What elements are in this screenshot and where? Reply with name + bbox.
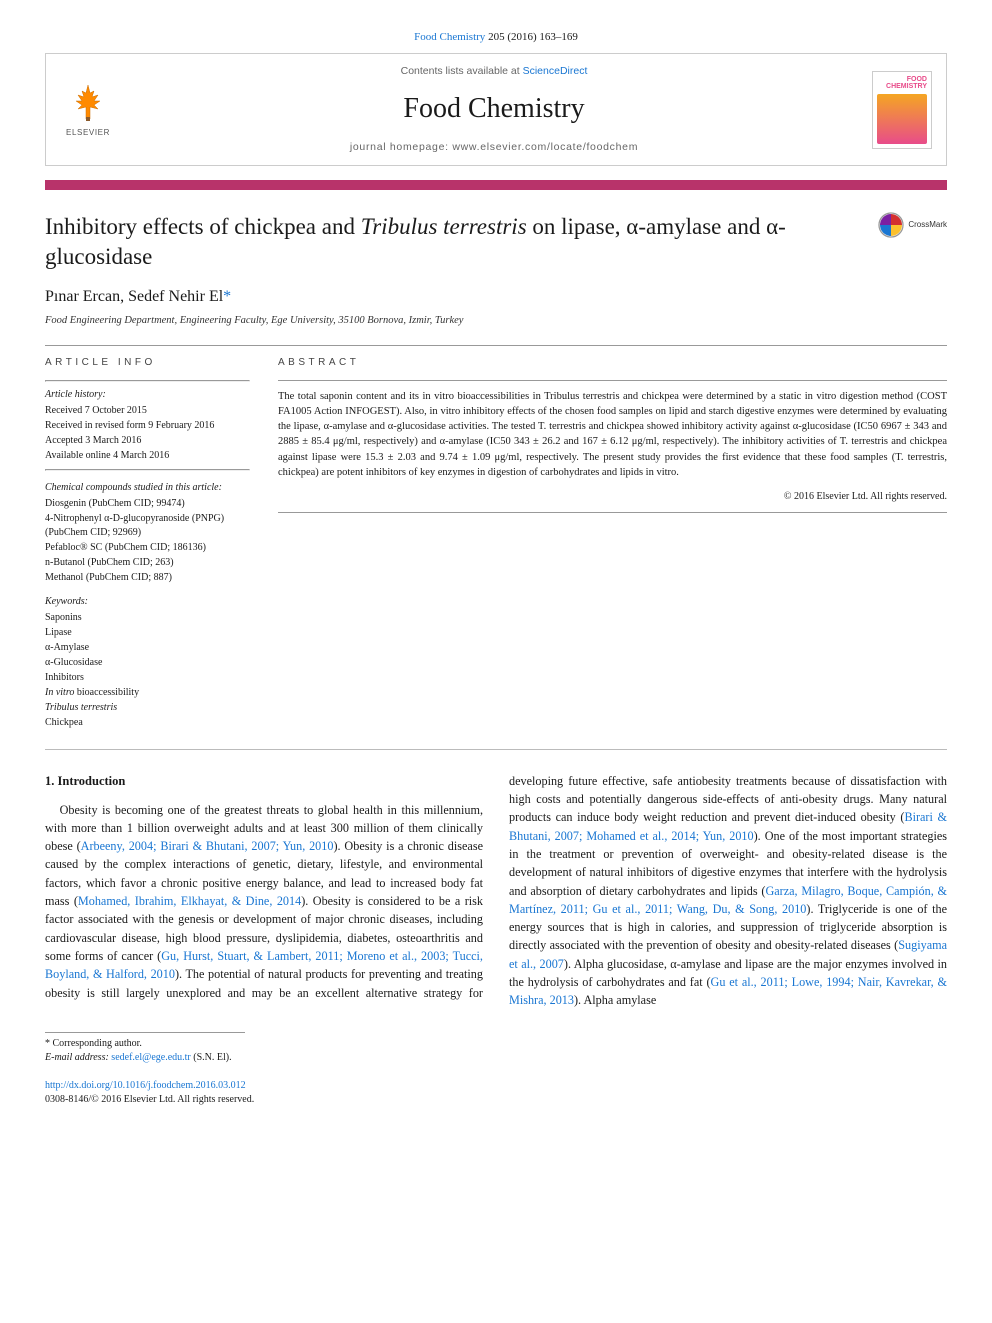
compound-list: Diosgenin (PubChem CID; 99474) 4-Nitroph… [45,497,250,585]
sciencedirect-link[interactable]: ScienceDirect [523,65,588,77]
citation-journal-link[interactable]: Food Chemistry [414,31,485,43]
body-two-column: 1. Introduction Obesity is becoming one … [45,772,947,1010]
crossmark-icon [878,212,904,238]
keyword-item: Inhibitors [45,671,250,685]
contents-line: Contents lists available at ScienceDirec… [130,64,858,79]
citation-link[interactable]: Mohamed, Ibrahim, Elkhayat, & Dine, 2014 [78,894,301,908]
keyword-item: Saponins [45,611,250,625]
intro-heading: 1. Introduction [45,772,483,791]
elsevier-tree-icon [66,81,110,125]
keyword-item: α-Glucosidase [45,656,250,670]
rule-top [45,345,947,346]
history-lines: Received 7 October 2015 Received in revi… [45,404,250,463]
keyword-list: Saponins Lipase α-Amylase α-Glucosidase … [45,611,250,730]
corresponding-author-label: * Corresponding author. [45,1037,947,1051]
rule-body-top [45,749,947,750]
journal-name: Food Chemistry [130,89,858,128]
intro-paragraph: Obesity is becoming one of the greatest … [45,772,947,1010]
rule-abstract-top [278,380,947,381]
doi-link[interactable]: http://dx.doi.org/10.1016/j.foodchem.201… [45,1080,246,1091]
journal-header: ELSEVIER Contents lists available at Sci… [45,53,947,166]
homepage-url[interactable]: www.elsevier.com/locate/foodchem [452,141,638,153]
history-line: Received in revised form 9 February 2016 [45,419,250,433]
article-info-label: ARTICLE INFO [45,356,250,370]
keyword-item: Chickpea [45,716,250,730]
footer-rule [45,1032,245,1033]
compound-item: 4-Nitrophenyl α-D-glucopyranoside (PNPG)… [45,512,250,540]
author-names: Pınar Ercan, Sedef Nehir El [45,288,223,305]
compound-item: n-Butanol (PubChem CID; 263) [45,556,250,570]
article-title: Inhibitory effects of chickpea and Tribu… [45,212,862,272]
abstract-label: ABSTRACT [278,356,947,370]
compound-item: Diosgenin (PubChem CID; 99474) [45,497,250,511]
keywords-head: Keywords: [45,595,250,609]
affiliation: Food Engineering Department, Engineering… [45,314,947,329]
citation-link[interactable]: Arbeeny, 2004; Birari & Bhutani, 2007; Y… [81,839,334,853]
citation-line: Food Chemistry 205 (2016) 163–169 [45,30,947,45]
corresponding-marker[interactable]: * [223,288,231,305]
article-info-column: ARTICLE INFO Article history: Received 7… [45,356,250,731]
history-line: Available online 4 March 2016 [45,449,250,463]
cover-title: FOOD CHEMISTRY [877,76,927,91]
compound-item: Methanol (PubChem CID; 887) [45,571,250,585]
issn-line: 0308-8146/© 2016 Elsevier Ltd. All right… [45,1093,947,1107]
keyword-item: Tribulus terrestris [45,701,250,715]
intro-text: ). Alpha amylase [574,993,656,1007]
cover-body [877,94,927,144]
email-line: E-mail address: sedef.el@ege.edu.tr (S.N… [45,1051,947,1065]
copyright: © 2016 Elsevier Ltd. All rights reserved… [278,490,947,504]
crossmark-badge[interactable]: CrossMark [878,212,947,238]
history-line: Accepted 3 March 2016 [45,434,250,448]
rule-info [45,380,250,382]
rule-compounds [45,469,250,471]
header-center: Contents lists available at ScienceDirec… [130,64,858,155]
rule-abstract-bottom [278,512,947,513]
email-link[interactable]: sedef.el@ege.edu.tr [111,1052,190,1063]
footer-block: * Corresponding author. E-mail address: … [45,1032,947,1065]
elsevier-logo[interactable]: ELSEVIER [60,78,116,142]
crossmark-label: CrossMark [908,219,947,230]
contents-prefix: Contents lists available at [401,65,523,77]
doi-line: http://dx.doi.org/10.1016/j.foodchem.201… [45,1079,947,1093]
elsevier-wordmark: ELSEVIER [66,127,110,138]
authors: Pınar Ercan, Sedef Nehir El* [45,286,947,308]
keyword-item: Lipase [45,626,250,640]
abstract-column: ABSTRACT The total saponin content and i… [278,356,947,731]
title-row: Inhibitory effects of chickpea and Tribu… [45,212,947,272]
email-suffix: (S.N. El). [191,1052,232,1063]
citation-volume: 205 (2016) 163–169 [488,31,578,43]
abstract-text: The total saponin content and its in vit… [278,389,947,480]
history-line: Received 7 October 2015 [45,404,250,418]
journal-cover-thumbnail[interactable]: FOOD CHEMISTRY [872,71,932,149]
homepage-line: journal homepage: www.elsevier.com/locat… [130,140,858,155]
keyword-item: α-Amylase [45,641,250,655]
email-label: E-mail address: [45,1052,111,1063]
homepage-prefix: journal homepage: [350,141,453,153]
color-bar [45,180,947,190]
compounds-head: Chemical compounds studied in this artic… [45,481,250,495]
meta-row: ARTICLE INFO Article history: Received 7… [45,356,947,731]
compound-item: Pefabloc® SC (PubChem CID; 186136) [45,541,250,555]
keyword-item: In vitro bioaccessibility [45,686,250,700]
history-head: Article history: [45,388,250,402]
